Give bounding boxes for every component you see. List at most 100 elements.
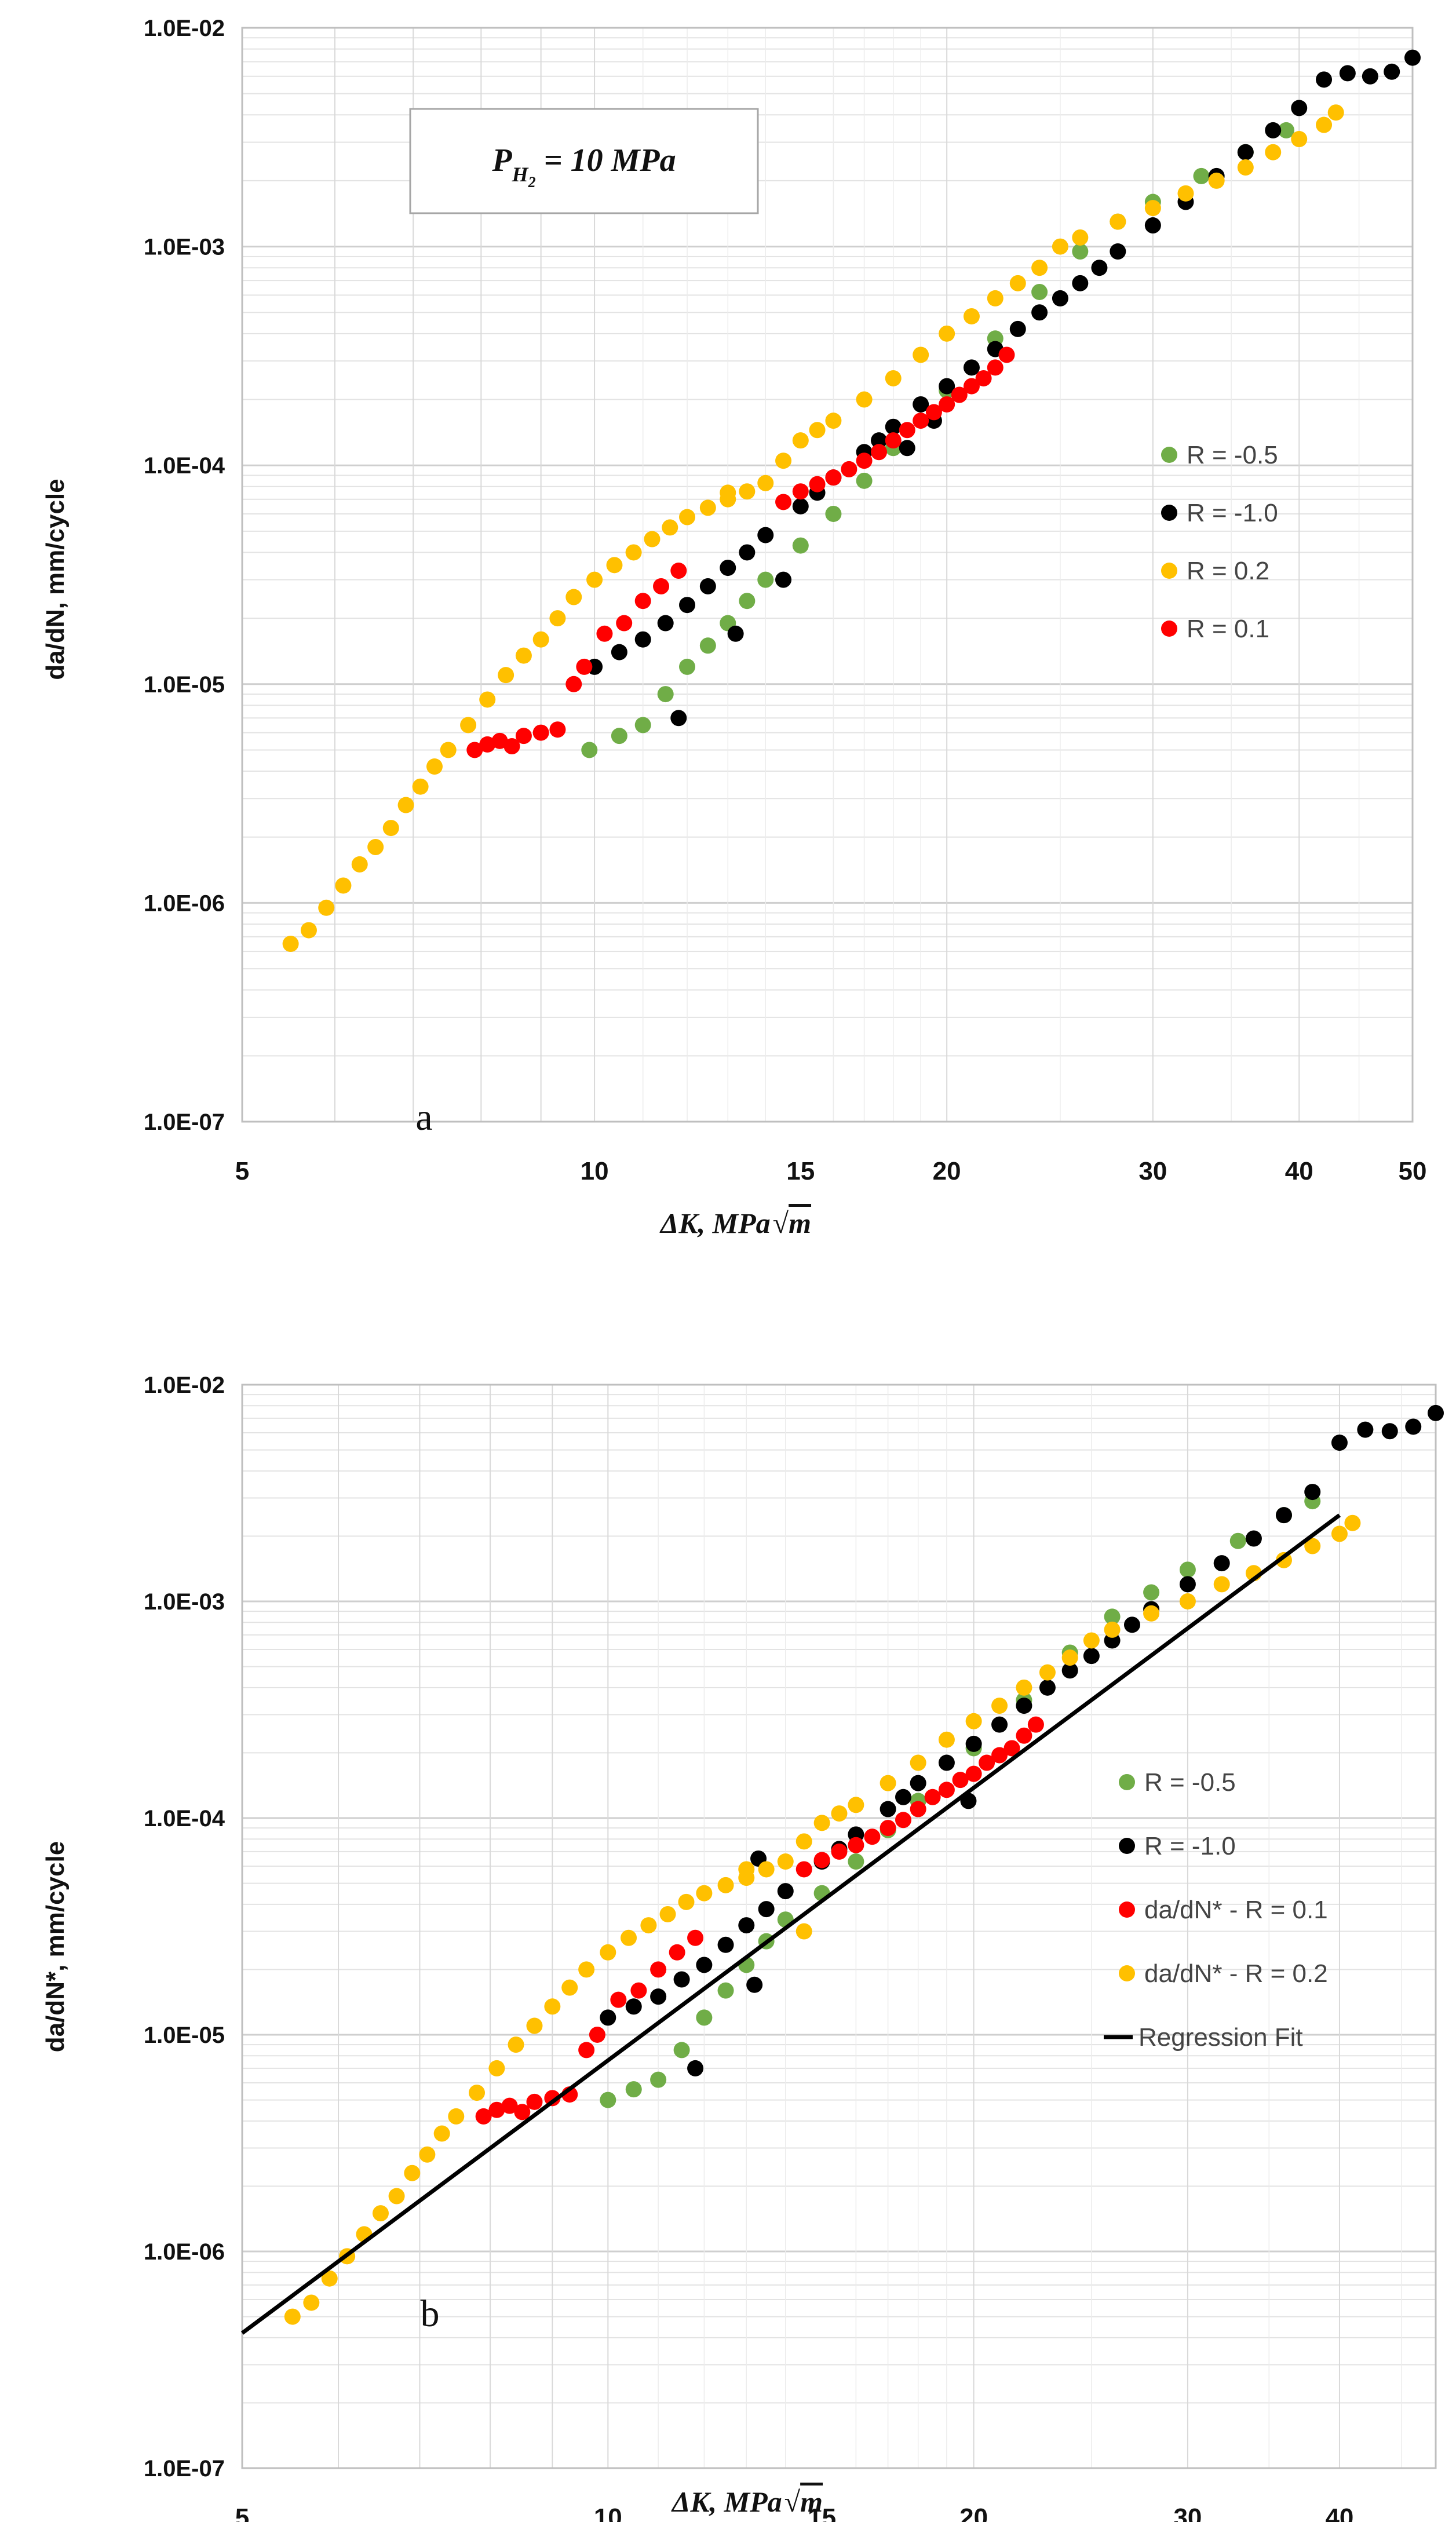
data-point xyxy=(440,742,457,758)
data-point xyxy=(998,346,1015,363)
data-point xyxy=(880,1801,896,1817)
data-point xyxy=(1009,320,1026,337)
data-point xyxy=(1016,1698,1032,1714)
legend-label: R = -0.5 xyxy=(1187,441,1278,469)
data-point xyxy=(825,505,842,522)
data-point xyxy=(659,1906,676,1922)
data-point xyxy=(673,2042,690,2059)
data-point xyxy=(561,1979,578,1996)
panel-b-y-axis-title: da/dN*, mm/cycle xyxy=(41,1841,70,2052)
data-point xyxy=(777,1883,794,1900)
data-point xyxy=(634,717,651,733)
data-point xyxy=(670,563,687,579)
series-1-points xyxy=(600,1404,1444,2076)
x-tick-label: 5 xyxy=(235,2503,249,2522)
data-point xyxy=(792,432,809,449)
data-point xyxy=(600,2009,616,2026)
x-tick-label: 30 xyxy=(1138,1157,1167,1185)
data-point xyxy=(650,1988,667,2005)
data-point xyxy=(1003,1740,1020,1757)
data-point xyxy=(616,615,633,632)
data-point xyxy=(678,1893,695,1910)
data-point xyxy=(589,2027,605,2043)
data-point xyxy=(491,732,508,749)
data-point xyxy=(1143,1584,1160,1601)
data-point xyxy=(831,1843,848,1860)
data-point xyxy=(809,422,826,439)
data-point xyxy=(1275,1507,1292,1524)
data-point xyxy=(679,658,696,675)
data-point xyxy=(657,615,674,632)
data-point xyxy=(611,644,627,660)
data-point xyxy=(965,1713,982,1729)
data-point xyxy=(924,1789,941,1805)
data-point xyxy=(448,2108,465,2125)
data-point xyxy=(621,1929,637,1946)
data-point xyxy=(720,484,736,501)
data-point xyxy=(1331,1435,1348,1451)
data-point xyxy=(885,418,902,435)
panel-b-x-tick-labels: 5 10 15 20 30 40 xyxy=(235,2503,1354,2522)
data-point xyxy=(388,2188,405,2205)
data-point xyxy=(792,498,809,514)
data-point xyxy=(673,1971,690,1988)
legend-label: da/dN* - R = 0.2 xyxy=(1144,1959,1328,1988)
panel-b-label: b xyxy=(421,2293,440,2335)
data-point xyxy=(625,1998,642,2015)
data-point xyxy=(1143,1605,1160,1622)
panel-a-y-axis-title: da/dN, mm/cycle xyxy=(41,479,70,680)
data-point xyxy=(1405,1418,1422,1435)
data-point xyxy=(1404,49,1421,66)
data-point xyxy=(1291,100,1308,116)
data-point xyxy=(687,2060,704,2076)
data-point xyxy=(1072,275,1089,291)
data-point xyxy=(532,631,549,648)
data-point xyxy=(696,2009,713,2026)
data-point xyxy=(825,413,842,429)
data-point xyxy=(321,2270,338,2287)
data-point xyxy=(1179,1593,1196,1609)
data-point xyxy=(963,378,980,395)
data-point xyxy=(1357,1421,1374,1438)
data-point xyxy=(963,308,980,324)
data-point xyxy=(717,1982,734,1999)
data-point xyxy=(720,560,736,576)
data-point xyxy=(565,676,582,692)
data-point xyxy=(738,1917,755,1934)
data-point xyxy=(1245,1530,1262,1547)
data-point xyxy=(657,686,674,703)
panel-a-x-axis-title: ΔK, MPa√m xyxy=(659,1207,811,1239)
data-point xyxy=(653,578,670,594)
data-point xyxy=(739,483,756,500)
data-point xyxy=(987,359,1003,376)
data-point xyxy=(282,936,299,952)
data-point xyxy=(864,1828,881,1845)
data-point xyxy=(1278,122,1295,138)
data-point xyxy=(1031,304,1048,321)
data-point xyxy=(856,391,873,408)
legend-label: R = -0.5 xyxy=(1144,1768,1236,1797)
data-point xyxy=(991,1716,1008,1733)
data-point xyxy=(746,1976,763,1993)
data-point xyxy=(581,742,598,758)
data-point xyxy=(679,509,696,525)
data-point xyxy=(965,1735,982,1752)
x-tick-label: 5 xyxy=(235,1157,249,1185)
data-point xyxy=(939,378,955,395)
legend-label: R = 0.1 xyxy=(1187,615,1269,643)
data-point xyxy=(351,856,368,873)
y-tick-label: 1.0E-07 xyxy=(144,1109,225,1135)
data-point xyxy=(1110,213,1126,230)
data-point xyxy=(670,710,687,727)
data-point xyxy=(514,2104,531,2120)
panel-b-legend: R = -0.5 R = -1.0 da/dN* - R = 0.1 da/dN* -… xyxy=(1104,1768,1328,2052)
data-point xyxy=(300,922,317,939)
panel-b-x-axis-root-symbol: √ xyxy=(784,2485,801,2518)
data-point xyxy=(397,797,414,813)
data-point xyxy=(578,2042,595,2059)
data-point xyxy=(469,2085,486,2101)
data-point xyxy=(498,667,514,684)
data-point xyxy=(544,1998,561,2015)
data-point xyxy=(433,2125,450,2142)
